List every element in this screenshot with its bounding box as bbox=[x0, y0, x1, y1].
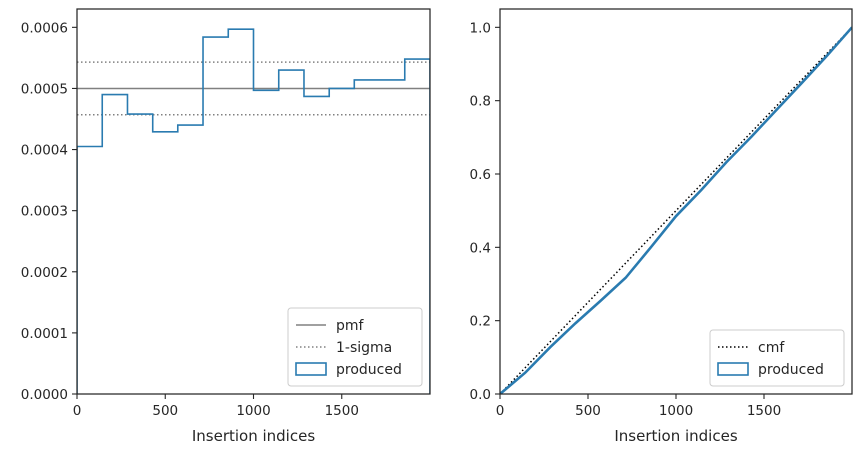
legend-label: 1-sigma bbox=[336, 340, 392, 356]
x-tick-label: 1500 bbox=[325, 403, 359, 419]
legend-swatch-produced bbox=[717, 362, 749, 376]
right-panel-cmf: 0 500 1000 1500 0.0 0.2 0.4 0.6 0.8 1.0 Insertion … bbox=[470, 8, 853, 445]
plot-area bbox=[77, 28, 430, 394]
series-produced-steps bbox=[77, 28, 430, 394]
y-tick-label: 0.0006 bbox=[21, 20, 68, 36]
y-tick-label: 0.0002 bbox=[21, 265, 68, 281]
y-tick-label: 0.0004 bbox=[21, 143, 68, 159]
legend-label: pmf bbox=[336, 318, 365, 334]
plot-area bbox=[500, 26, 852, 394]
x-tick-label: 500 bbox=[152, 403, 178, 419]
legend-label: cmf bbox=[758, 340, 785, 356]
y-tick-label: 0.0003 bbox=[21, 204, 68, 220]
x-tick-label: 0 bbox=[73, 403, 82, 419]
x-tick-label: 0 bbox=[496, 403, 505, 419]
series-produced-line bbox=[500, 26, 852, 394]
x-tick-label: 500 bbox=[575, 403, 601, 419]
legend-swatch-produced bbox=[295, 362, 327, 376]
y-tick-label: 0.6 bbox=[470, 167, 491, 183]
series-cmf-line bbox=[500, 26, 852, 394]
y-tick-label: 1.0 bbox=[470, 20, 491, 36]
legend-box bbox=[287, 307, 423, 387]
left-panel-pmf-histogram: 0 500 1000 1500 0.0000 0.0001 0.0002 0.0003 0.00… bbox=[21, 8, 431, 445]
y-tick-label: 0.4 bbox=[470, 240, 491, 256]
x-tick-label: 1000 bbox=[236, 403, 270, 419]
y-tick-label: 0.0005 bbox=[21, 81, 68, 97]
x-axis-label: Insertion indices bbox=[614, 427, 737, 445]
y-tick-label: 0.0 bbox=[470, 387, 491, 403]
x-axis-label: Insertion indices bbox=[192, 427, 315, 445]
legend-box bbox=[709, 329, 845, 387]
y-tick-label: 0.2 bbox=[470, 314, 491, 330]
y-tick-label: 0.0000 bbox=[21, 387, 68, 403]
y-tick-label: 0.0001 bbox=[21, 326, 68, 342]
y-tick-label: 0.8 bbox=[470, 94, 491, 110]
x-tick-label: 1500 bbox=[747, 403, 781, 419]
legend-label: produced bbox=[758, 362, 824, 378]
legend-label: produced bbox=[336, 362, 402, 378]
x-tick-label: 1000 bbox=[659, 403, 693, 419]
